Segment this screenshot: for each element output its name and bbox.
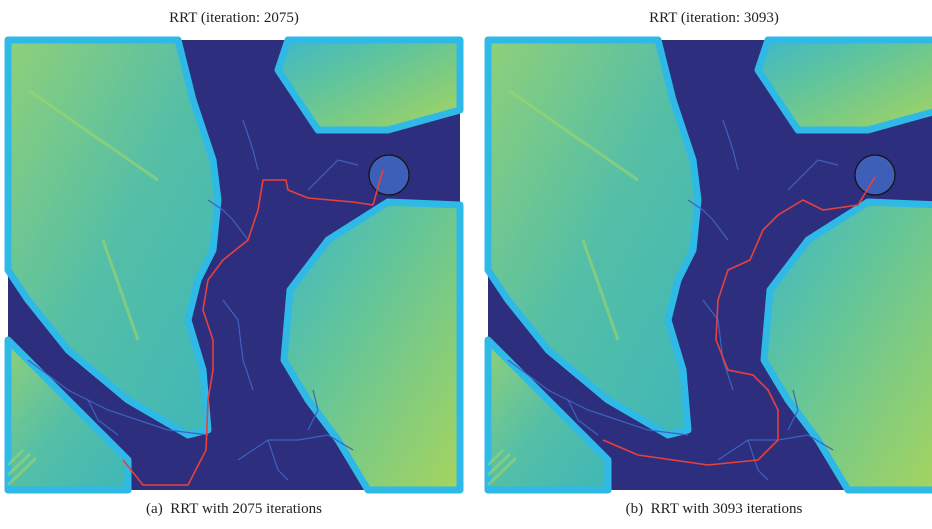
goal-region (855, 155, 895, 195)
panel-title: RRT (iteration: 2075) (169, 10, 299, 26)
map-panel-a (8, 40, 460, 490)
panel-caption: (b) RRT with 3093 iterations (626, 501, 803, 517)
panel-title: RRT (iteration: 3093) (649, 10, 779, 26)
goal-region (369, 155, 409, 195)
map (488, 40, 932, 490)
map-panel-b (488, 40, 932, 490)
figure: RRT (iteration: 2075) RRT (iteration: 30… (0, 0, 932, 529)
panel-caption: (a) RRT with 2075 iterations (146, 501, 322, 517)
map (8, 40, 460, 490)
